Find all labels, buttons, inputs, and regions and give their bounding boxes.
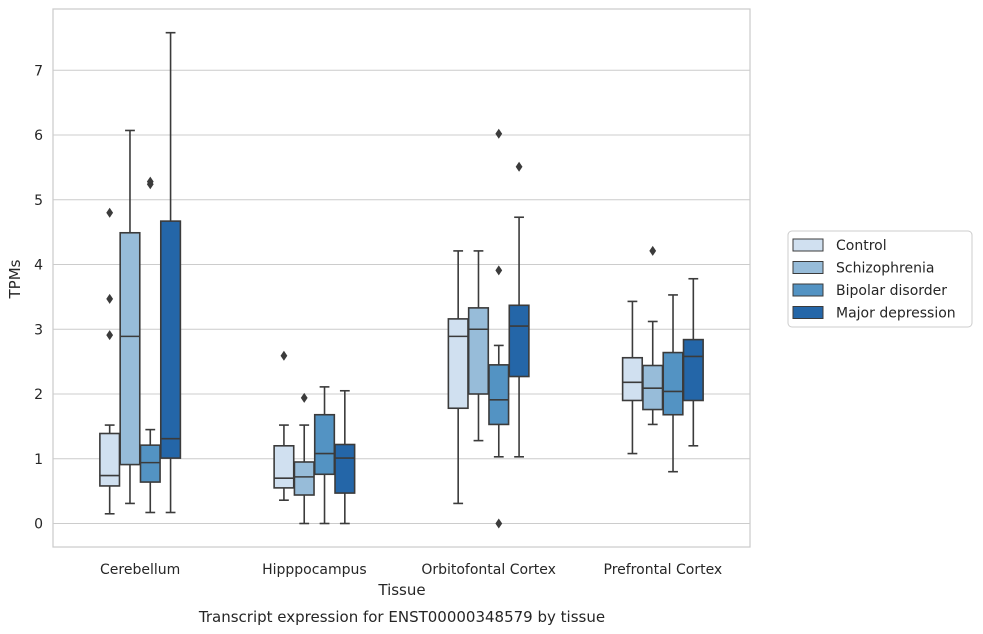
box-group [334, 389, 356, 525]
legend-swatch [792, 261, 824, 274]
x-tick-label: Cerebellum [100, 562, 180, 578]
y-tick-label: 4 [34, 258, 43, 274]
legend: Control Schizophrenia Bipolar disorder Majo… [787, 230, 973, 328]
x-tick-label: Prefrontal Cortex [604, 562, 723, 578]
chart-caption: Transcript expression for ENST0000034857… [198, 608, 605, 626]
box [273, 444, 295, 489]
outlier-point [495, 265, 503, 276]
outlier-point [300, 392, 308, 403]
box [99, 432, 121, 487]
box-group [642, 245, 664, 426]
outlier-point [649, 245, 657, 256]
box [488, 364, 510, 426]
box-group [682, 277, 704, 447]
y-tick-label: 7 [34, 63, 43, 79]
outlier-point [106, 293, 114, 304]
box-group [273, 350, 295, 501]
box [119, 231, 141, 466]
y-tick-label: 1 [34, 452, 43, 468]
y-tick-label: 3 [34, 322, 43, 338]
box [293, 461, 315, 496]
legend-swatch [792, 283, 824, 297]
box-group [621, 300, 644, 455]
box [467, 307, 490, 395]
y-axis-label: TPMs [6, 259, 24, 299]
y-tick-label: 5 [34, 193, 43, 209]
box [139, 444, 161, 483]
x-tick-labels: Cerebellum Hipppocampus Orbitofontal Corte… [100, 562, 722, 578]
box-group [119, 129, 141, 505]
outlier-point [515, 161, 523, 172]
outlier-point [280, 350, 288, 361]
box-group [313, 386, 336, 525]
outlier-point [495, 128, 503, 139]
box [662, 351, 684, 416]
y-tick-label: 6 [34, 128, 43, 144]
box [621, 356, 644, 402]
box-group [99, 207, 121, 515]
box-group [447, 250, 469, 505]
legend-label: Bipolar disorder [836, 283, 947, 299]
x-tick-label: Orbitofontal Cortex [421, 562, 556, 578]
box [313, 413, 336, 476]
box [682, 338, 704, 402]
y-tick-label: 0 [34, 517, 43, 533]
x-tick-label: Hipppocampus [262, 562, 367, 578]
box-group [139, 176, 161, 514]
x-axis-label: Tissue [377, 581, 425, 599]
legend-label: Schizophrenia [836, 261, 934, 277]
legend-label: Control [836, 238, 887, 254]
plot-frame [52, 8, 751, 548]
y-tick-labels: 0 1 2 3 4 5 6 7 [34, 63, 43, 532]
outlier-point [495, 518, 503, 529]
box-group [293, 392, 315, 525]
outlier-point [146, 176, 154, 187]
legend-swatch [792, 238, 824, 252]
box-group [159, 31, 182, 514]
box [159, 220, 182, 459]
legend-label: Major depression [836, 306, 956, 322]
box [508, 304, 530, 378]
outlier-point [106, 330, 114, 341]
box-groups [99, 31, 704, 529]
box-group [662, 294, 684, 473]
y-tick-label: 2 [34, 387, 43, 403]
outlier-point [106, 207, 114, 218]
legend-swatch [792, 306, 824, 319]
legend-frame [787, 230, 973, 328]
box-group [508, 161, 530, 458]
box-group [467, 250, 490, 442]
box [334, 443, 356, 494]
box [447, 318, 469, 410]
box-group [488, 128, 510, 529]
